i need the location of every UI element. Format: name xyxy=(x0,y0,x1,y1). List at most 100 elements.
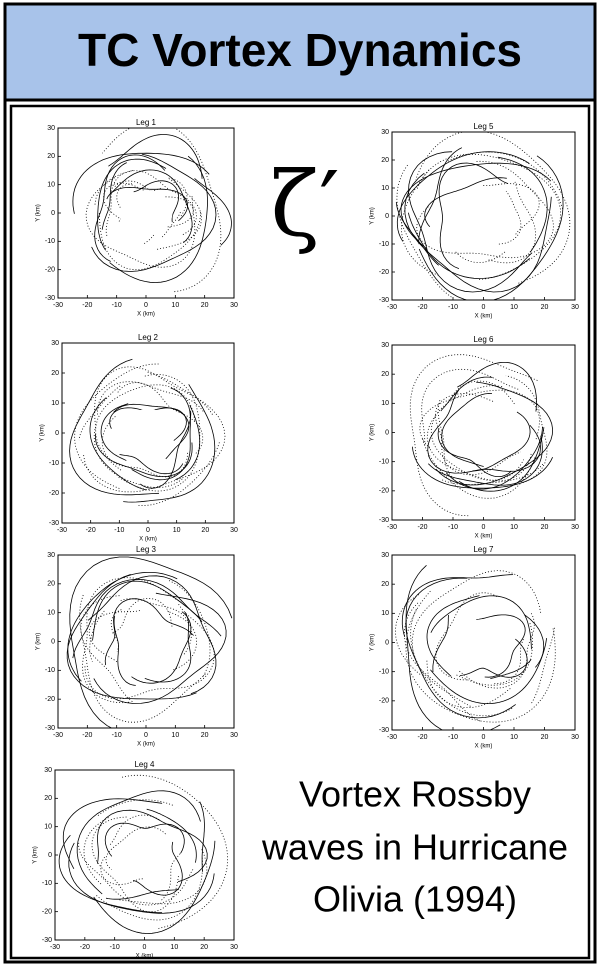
contour xyxy=(94,433,193,477)
header-bar xyxy=(3,2,597,102)
contour xyxy=(119,849,208,905)
contour xyxy=(490,659,532,680)
contour xyxy=(131,387,191,481)
contour xyxy=(432,615,449,673)
x-tick-label: -20 xyxy=(417,304,427,311)
contour xyxy=(100,403,129,461)
x-axis-label: X (km) xyxy=(475,534,493,540)
y-tick-label: 10 xyxy=(47,610,55,617)
contour xyxy=(424,177,507,227)
eye xyxy=(122,409,174,457)
contour xyxy=(105,170,197,238)
eye xyxy=(456,409,511,456)
eye xyxy=(119,190,173,236)
contour xyxy=(69,358,160,496)
header-title: TC Vortex Dynamics xyxy=(78,24,522,76)
contour xyxy=(58,834,163,914)
x-tick-label: -10 xyxy=(448,304,458,311)
contour xyxy=(78,842,194,906)
panel: Leg 3 -30-30 -20 -20 -10 -10 0 0 10 10 20 20 30 30 X (… xyxy=(36,545,238,747)
panel: Leg 5 -30-30 -20 -20 -10 -10 0 0 10 10 20 20 30 30 X (… xyxy=(370,122,579,319)
contour xyxy=(396,151,530,242)
y-tick-label: -30 xyxy=(42,937,52,944)
y-tick-label: 0 xyxy=(48,852,52,859)
y-tick-label: 20 xyxy=(44,795,52,802)
y-tick-label: -30 xyxy=(45,295,55,302)
contour xyxy=(175,405,201,481)
contour xyxy=(110,169,193,243)
y-tick-label: -20 xyxy=(49,490,59,497)
x-tick-label: -30 xyxy=(387,304,397,311)
contour xyxy=(80,595,135,704)
contour xyxy=(133,180,179,223)
x-tick-label: 10 xyxy=(171,302,179,309)
x-tick-label: -20 xyxy=(82,302,92,309)
contour xyxy=(132,841,183,896)
x-tick-label: 0 xyxy=(482,304,486,311)
contour xyxy=(68,842,215,914)
contour xyxy=(146,808,197,863)
y-tick-label: 20 xyxy=(381,581,389,588)
eye xyxy=(456,619,511,666)
panel: Leg 4 -30-30 -20 -20 -10 -10 0 0 10 10 20 20 30 30 X (… xyxy=(33,760,238,959)
caption-line: waves in Hurricane xyxy=(261,827,568,868)
contour xyxy=(96,857,203,921)
y-tick-label: 30 xyxy=(47,552,55,559)
contour xyxy=(94,170,133,205)
contour xyxy=(98,210,201,271)
panel-title: Leg 7 xyxy=(473,545,494,554)
y-tick-label: 10 xyxy=(381,185,389,192)
x-tick-label: 0 xyxy=(146,527,150,534)
x-axis-label: X (km) xyxy=(475,314,493,320)
contour xyxy=(94,154,166,262)
panel: Leg 1 -30-30 -20 -20 -10 -10 0 0 10 10 20 20 30 30 X (… xyxy=(36,118,238,317)
y-tick-label: 10 xyxy=(51,400,59,407)
contour xyxy=(167,610,198,671)
y-axis-label: Y (km) xyxy=(40,424,46,442)
y-tick-label: 0 xyxy=(385,213,389,220)
y-axis-label: Y (km) xyxy=(36,633,42,651)
contour xyxy=(445,426,543,490)
x-tick-label: -30 xyxy=(50,944,60,951)
contour xyxy=(404,172,552,293)
y-tick-label: 0 xyxy=(55,430,59,437)
contour xyxy=(161,211,182,238)
contour xyxy=(131,611,192,684)
y-tick-label: -30 xyxy=(379,727,389,734)
contours xyxy=(58,774,228,934)
contour xyxy=(426,660,511,708)
x-tick-label: 30 xyxy=(230,527,238,534)
x-tick-label: 10 xyxy=(171,732,179,739)
panel-title: Leg 3 xyxy=(136,545,157,554)
y-axis-label: Y (km) xyxy=(370,634,376,652)
x-tick-label: 20 xyxy=(541,524,549,531)
y-tick-label: -10 xyxy=(45,667,55,674)
contour xyxy=(144,611,192,683)
contours xyxy=(395,565,556,730)
contour xyxy=(415,132,571,284)
x-tick-label: 30 xyxy=(571,304,579,311)
x-tick-label: -30 xyxy=(53,302,63,309)
x-tick-label: 30 xyxy=(230,732,238,739)
contour xyxy=(505,375,548,483)
panel-title: Leg 2 xyxy=(138,333,159,342)
contour xyxy=(419,389,540,449)
y-tick-label: -30 xyxy=(45,725,55,732)
y-tick-label: -10 xyxy=(379,241,389,248)
contour xyxy=(83,817,109,886)
contour xyxy=(430,595,532,650)
contour xyxy=(416,206,530,259)
y-tick-label: 20 xyxy=(47,153,55,160)
contour xyxy=(101,416,188,478)
y-tick-label: -10 xyxy=(45,238,55,245)
panel: Leg 7 -30-30 -20 -20 -10 -10 0 0 10 10 20 20 30 30 X (… xyxy=(370,545,579,749)
x-tick-label: 10 xyxy=(170,944,178,951)
x-axis-label: X (km) xyxy=(137,742,155,748)
x-tick-label: 0 xyxy=(482,524,486,531)
contour xyxy=(472,411,531,472)
contour xyxy=(92,580,203,641)
x-tick-label: -10 xyxy=(448,734,458,741)
y-tick-label: 20 xyxy=(51,370,59,377)
contour xyxy=(97,809,208,883)
